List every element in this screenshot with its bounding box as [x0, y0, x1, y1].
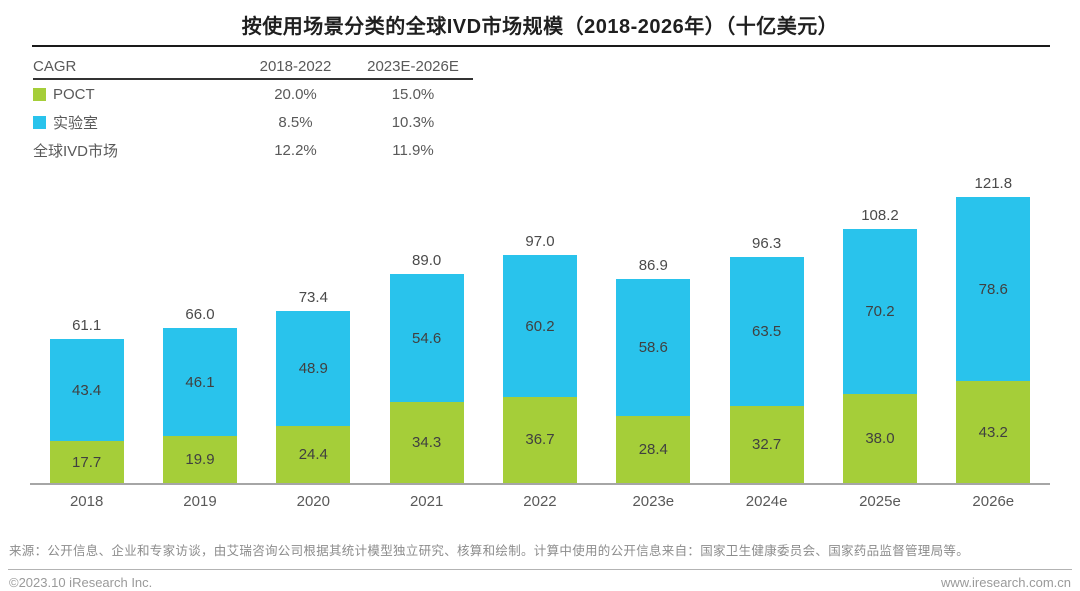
bar-segment-lab: 46.1	[162, 327, 237, 437]
bar-total-label: 89.0	[412, 252, 442, 270]
bar-group-2018: 61.1 43.4 17.7	[30, 317, 143, 483]
bar-total-label: 73.4	[298, 288, 328, 306]
bar-group-2022: 97.0 60.2 36.7	[483, 233, 596, 483]
bar-total-label: 108.2	[861, 206, 899, 224]
x-axis-label-2026e: 2026e	[972, 493, 1015, 510]
bar-segment-poct: 43.2	[956, 381, 1031, 483]
x-axis-label-2020: 2020	[296, 493, 330, 510]
footer-bar: ©2023.10 iResearch Inc. www.iresearch.co…	[9, 575, 1071, 590]
series-name: 全球IVD市场	[33, 142, 119, 160]
bar-group-2024e: 96.3 63.5 32.7	[710, 235, 823, 483]
legend-swatch-icon	[33, 115, 46, 129]
cagr-header-label: CAGR	[33, 58, 77, 75]
bar-segment-poct: 32.7	[729, 406, 804, 483]
cagr-value-period1: 12.2%	[274, 141, 317, 159]
x-axis-labels: 2018 2019 2020 2021 2022 2023e 2024e 2025e 2026e	[30, 493, 1050, 510]
bar-segment-lab: 70.2	[842, 228, 917, 394]
copyright-text: ©2023.10 iResearch Inc.	[9, 575, 153, 590]
cagr-header-period2: 2023E-2026E	[367, 58, 459, 75]
x-axis-label-2024e: 2024e	[745, 493, 788, 510]
bar-total-label: 97.0	[525, 233, 555, 251]
cagr-row-0: POCT 20.0% 15.0%	[33, 80, 473, 108]
bar-segment-lab: 58.6	[616, 278, 691, 417]
bar-segment-lab: 48.9	[276, 310, 351, 426]
x-axis-label-2023e: 2023e	[632, 493, 675, 510]
cagr-legend-table: CAGR 2018-2022 2023E-2026E POCT 20.0% 15.0…	[33, 55, 473, 164]
bar-segment-poct: 17.7	[49, 441, 124, 483]
bar-group-2020: 73.4 48.9 24.4	[257, 289, 370, 483]
legend-swatch-icon	[33, 87, 46, 101]
cagr-table-header: CAGR 2018-2022 2023E-2026E	[33, 55, 473, 80]
x-axis-label-2021: 2021	[409, 493, 444, 510]
bar-group-2025e: 108.2 70.2 38.0	[823, 207, 936, 483]
bar-total-label: 96.3	[752, 234, 782, 252]
stacked-bar-chart: 61.1 43.4 17.7 66.0 46.1 19.9 73.4 48.9 24.4 89.0…	[30, 175, 1050, 483]
bar-group-2026e: 121.8 78.6 43.2	[937, 175, 1050, 483]
x-axis-label-2018: 2018	[69, 493, 104, 510]
x-axis-label-2019: 2019	[183, 493, 217, 510]
cagr-header-period1: 2018-2022	[259, 58, 332, 75]
footer-divider	[8, 569, 1072, 570]
cagr-row-label: 全球IVD市场	[33, 140, 238, 161]
bar-segment-poct: 34.3	[389, 402, 464, 483]
cagr-value-period2: 10.3%	[391, 113, 435, 131]
bar-group-2021: 89.0 54.6 34.3	[370, 252, 483, 483]
x-axis-label-2025e: 2025e	[859, 493, 901, 510]
bar-segment-lab: 60.2	[502, 255, 577, 397]
cagr-value-period1: 20.0%	[274, 85, 317, 103]
cagr-row-2: 全球IVD市场 12.2% 11.9%	[33, 136, 473, 164]
bar-total-label: 86.9	[638, 256, 668, 274]
bar-total-label: 121.8	[974, 174, 1013, 192]
cagr-row-label: 实验室	[33, 112, 238, 133]
cagr-value-period1: 8.5%	[278, 113, 313, 131]
bar-group-2023e: 86.9 58.6 28.4	[597, 257, 710, 483]
series-name: 实验室	[53, 114, 99, 132]
bar-total-label: 66.0	[185, 305, 215, 323]
website-text: www.iresearch.com.cn	[940, 575, 1071, 590]
cagr-table-body: POCT 20.0% 15.0% 实验室 8.5% 10.3% 全球IVD市场 12.2% 11…	[33, 80, 473, 164]
bar-segment-lab: 54.6	[389, 274, 464, 403]
page-title: 按使用场景分类的全球IVD市场规模（2018-2026年）（十亿美元）	[241, 16, 839, 38]
cagr-value-period2: 15.0%	[391, 85, 435, 103]
bar-segment-poct: 24.4	[276, 425, 351, 483]
cagr-row-label: POCT	[33, 86, 238, 103]
bar-group-2019: 66.0 46.1 19.9	[143, 306, 256, 483]
bar-segment-poct: 19.9	[162, 436, 237, 483]
bar-segment-poct: 28.4	[616, 416, 691, 483]
x-axis-label-2022: 2022	[523, 493, 557, 510]
series-name: POCT	[53, 85, 95, 103]
bar-segment-poct: 38.0	[842, 393, 917, 483]
cagr-value-period2: 11.9%	[392, 141, 434, 159]
title-divider	[32, 45, 1050, 47]
x-axis-line	[30, 483, 1050, 485]
bar-segment-lab: 78.6	[956, 196, 1031, 382]
bar-total-label: 61.1	[72, 317, 102, 335]
cagr-row-1: 实验室 8.5% 10.3%	[33, 108, 473, 136]
bar-segment-lab: 63.5	[729, 256, 804, 407]
source-note: 来源：公开信息、企业和专家访谈，由艾瑞咨询公司根据其统计模型独立研究、核算和绘制…	[9, 544, 970, 558]
bar-segment-poct: 36.7	[502, 396, 577, 483]
bar-segment-lab: 43.4	[49, 339, 124, 442]
